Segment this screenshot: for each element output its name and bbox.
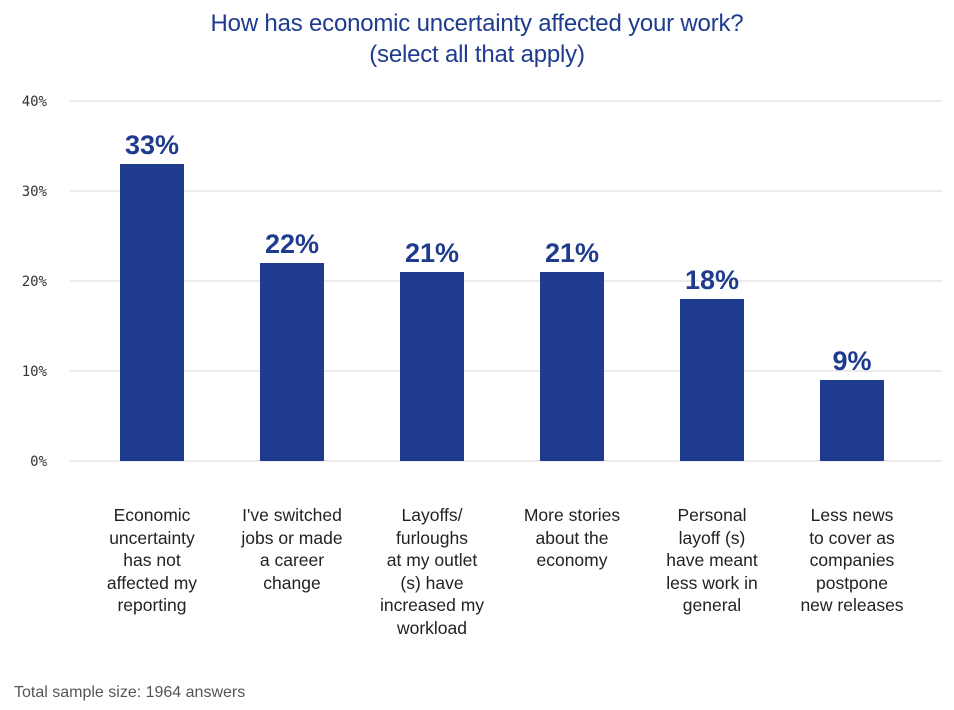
bar-chart: 0% 10% 20% 30% 40% 33% 22% 21% 21% 18% 9% — [22, 94, 942, 470]
bar-value-label: 21% — [405, 238, 459, 268]
y-tick-label: 10% — [22, 364, 48, 380]
bar-value-label: 9% — [832, 346, 871, 376]
x-category-label: Less news to cover as companies postpone… — [800, 505, 904, 615]
x-category-label: Layoffs/ furloughs at my outlet (s) have… — [379, 505, 485, 638]
x-category-label: I've switched jobs or made a career chan… — [241, 505, 343, 593]
bar-value-label: 18% — [685, 265, 739, 295]
x-category-label: Personal layoff (s) have meant less work… — [666, 505, 758, 615]
y-tick-label: 40% — [22, 94, 48, 110]
bar-value-label: 21% — [545, 238, 599, 268]
bar — [820, 380, 884, 461]
bar — [540, 272, 604, 461]
chart-title-line-1: How has economic uncertainty affected yo… — [210, 10, 744, 37]
bar — [120, 164, 184, 461]
bar-value-label: 33% — [125, 130, 179, 160]
chart-title-line-2: (select all that apply) — [369, 41, 585, 68]
bar-value-label: 22% — [265, 229, 319, 259]
x-category-label: Economic uncertainty has not affected my… — [106, 505, 198, 615]
y-tick-label: 30% — [22, 184, 48, 200]
bar — [400, 272, 464, 461]
y-tick-label: 0% — [30, 454, 47, 470]
y-tick-label: 20% — [22, 274, 48, 290]
chart-title: How has economic uncertainty affected yo… — [0, 8, 954, 70]
bar — [260, 263, 324, 461]
bar — [680, 299, 744, 461]
x-category-label: More stories about the economy — [523, 505, 621, 570]
sample-size-footnote: Total sample size: 1964 answers — [14, 684, 246, 701]
